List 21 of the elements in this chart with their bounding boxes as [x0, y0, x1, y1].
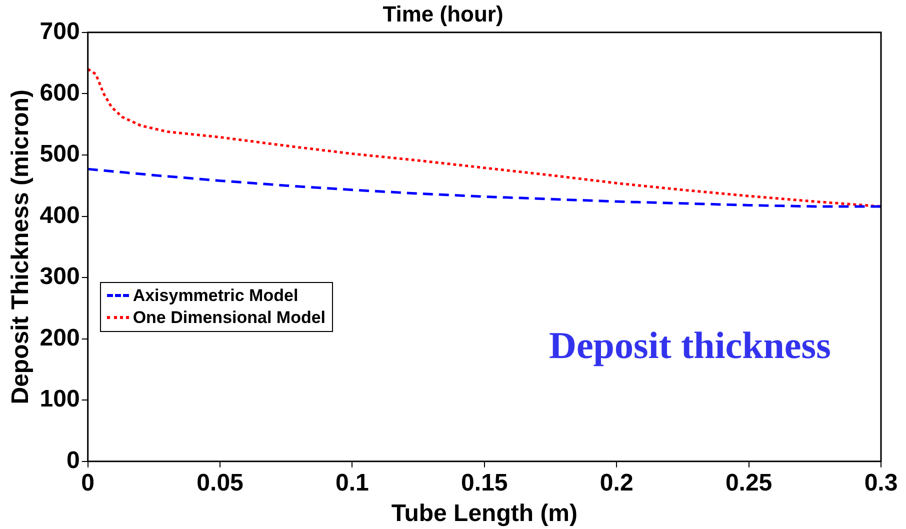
annotation: Deposit thickness	[549, 324, 831, 368]
x-tick-label: 0.2	[600, 469, 634, 496]
x-tick-label: 0.15	[461, 469, 508, 496]
x-tick-label: 0.1	[336, 469, 369, 496]
legend-label: Axisymmetric Model	[132, 284, 298, 307]
line-series	[88, 168, 881, 208]
y-tick-label: 400	[40, 202, 80, 229]
y-axis-title: Deposit Thickness (micron)	[7, 90, 34, 404]
x-tick-label: 0.3	[864, 469, 898, 496]
y-tick-label: 600	[40, 79, 80, 106]
y-tick-label: 300	[40, 263, 80, 290]
y-tick-label: 0	[66, 447, 80, 474]
y-tick-label: 100	[40, 386, 80, 413]
x-tick-label: 0.05	[196, 469, 244, 496]
y-tick-label: 500	[40, 140, 80, 168]
y-tick-label: 700	[40, 18, 80, 46]
x-axis-title: Tube Length (m)	[391, 500, 578, 528]
x-tick-label: 0.25	[725, 469, 772, 496]
y-tick-label: 200	[40, 324, 80, 352]
legend-label: One Dimensional Model	[132, 306, 326, 329]
chart-title: Time (hour)	[382, 1, 504, 26]
